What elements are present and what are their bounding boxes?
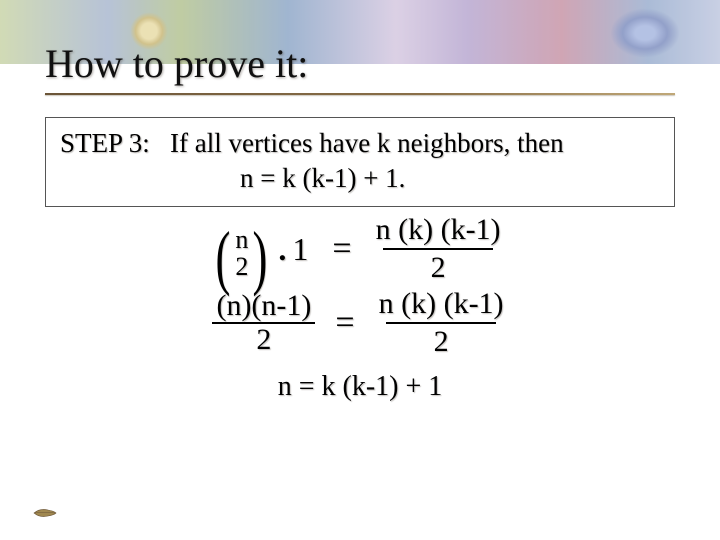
eq1-rhs-num: n (k) (k-1) (372, 215, 505, 246)
step-box: STEP 3: If all vertices have k neighbors… (45, 117, 675, 207)
leaf-bullet-icon (32, 506, 58, 518)
right-paren: ) (253, 230, 268, 284)
binomial: n 2 (235, 226, 248, 281)
slide-title: How to prove it: (45, 40, 675, 87)
step-line-1-text: If all vertices have k neighbors, then (170, 128, 564, 158)
multiply-dot: . (278, 231, 286, 268)
equals-sign-1: = (332, 230, 351, 268)
equals-sign-2: = (335, 304, 354, 342)
eq2-rhs-den: 2 (430, 326, 453, 357)
slide-content: How to prove it: STEP 3: If all vertices… (0, 0, 720, 540)
equation-2: (n)(n-1) 2 = n (k) (k-1) 2 (45, 289, 675, 357)
equation-area: ( n 2 ) . 1 = n (k) (k-1) 2 (n)(n-1) 2 =… (45, 215, 675, 403)
eq2-rhs-num: n (k) (k-1) (375, 289, 508, 320)
binom-bottom: 2 (235, 253, 248, 280)
eq2-lhs-den: 2 (252, 324, 275, 355)
step-line-1: STEP 3: If all vertices have k neighbors… (60, 126, 660, 161)
one: 1 (292, 231, 308, 268)
eq1-rhs-bar (383, 248, 493, 250)
final-equation: n = k (k-1) + 1 (45, 371, 675, 403)
eq2-rhs-fraction: n (k) (k-1) 2 (375, 289, 508, 357)
binom-top: n (235, 226, 248, 253)
equation-1: ( n 2 ) . 1 = n (k) (k-1) 2 (45, 215, 675, 283)
eq1-rhs-den: 2 (427, 252, 450, 283)
title-underline (45, 93, 675, 95)
eq2-lhs-fraction: (n)(n-1) 2 (212, 291, 315, 355)
eq1-rhs-fraction: n (k) (k-1) 2 (372, 215, 505, 283)
eq2-rhs-bar (386, 322, 496, 324)
left-paren: ( (216, 230, 231, 284)
step-line-2: n = k (k-1) + 1. (60, 161, 660, 196)
step-label: STEP 3: (60, 128, 150, 158)
